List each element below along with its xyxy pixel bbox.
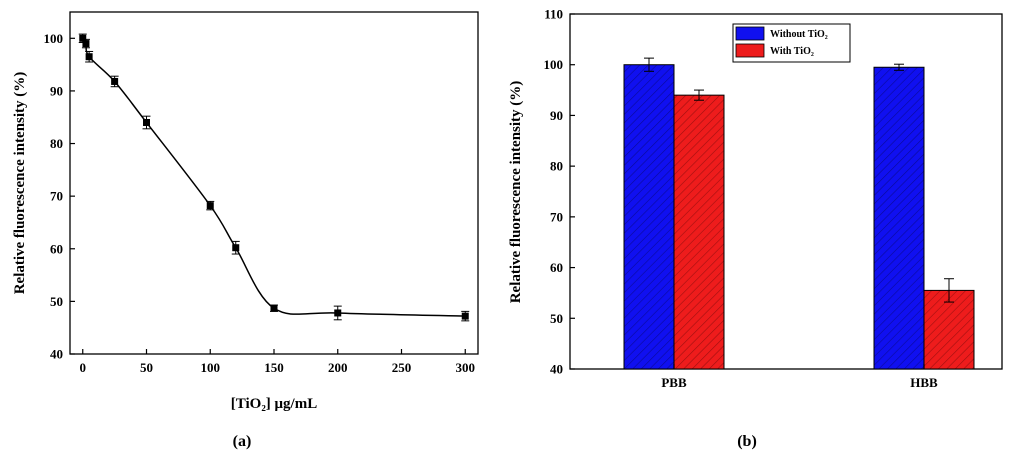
legend: Without TiO₂ With TiO₂	[732, 23, 851, 63]
category-labels: PBB HBB	[661, 364, 938, 390]
category-label: HBB	[910, 375, 938, 390]
bar	[673, 94, 725, 370]
legend-swatch	[735, 26, 765, 41]
y-tick-label: 70	[50, 189, 63, 204]
panel-label-a: (a)	[233, 433, 252, 450]
y-axis-title: Relative fluorescence intensity (%)	[12, 72, 28, 295]
data-point	[111, 77, 119, 85]
y-tick-label: 100	[44, 31, 64, 46]
y-axis-ticks: 40 50 60 70 80 90 100 110	[544, 7, 575, 377]
panel-label-b: (b)	[737, 433, 757, 450]
data-point	[461, 312, 469, 320]
y-tick-label: 60	[50, 241, 63, 256]
legend-label: With TiO₂	[770, 46, 814, 57]
x-tick-label: 0	[80, 360, 87, 375]
y-tick-label: 110	[544, 7, 563, 22]
y-axis-ticks: 40 50 60 70 80 90 100	[44, 31, 75, 362]
data-point	[143, 118, 150, 126]
x-tick-label: 200	[328, 360, 348, 375]
x-tick-label: 300	[456, 360, 476, 375]
y-tick-label: 40	[550, 362, 563, 377]
panel-a-scatter: 0 50 100 150 200 250 300 40 50 60 70 80 90 100 [TiO₂…	[12, 11, 479, 450]
y-tick-label: 40	[50, 347, 63, 362]
y-tick-label: 50	[550, 311, 563, 326]
data-point	[82, 40, 90, 48]
category-label: PBB	[661, 375, 687, 390]
data-point	[206, 202, 214, 210]
data-point	[232, 244, 240, 252]
y-tick-label: 80	[550, 159, 563, 174]
y-tick-label: 60	[550, 260, 563, 275]
legend-label: Without TiO₂	[770, 29, 828, 40]
x-tick-label: 100	[201, 360, 221, 375]
x-tick-label: 50	[140, 360, 153, 375]
x-axis-ticks: 0 50 100 150 200 250 300	[80, 349, 476, 375]
bar	[623, 64, 675, 370]
bars	[623, 57, 975, 370]
y-tick-label: 100	[544, 57, 564, 72]
data-point	[270, 304, 278, 312]
legend-swatch	[735, 43, 765, 58]
plot-frame	[569, 13, 1003, 370]
plot-frame	[69, 11, 479, 355]
data-point	[79, 34, 87, 42]
y-tick-label: 90	[50, 83, 63, 98]
y-axis-title: Relative fluorescence intensity (%)	[508, 81, 524, 304]
data-point	[85, 53, 93, 61]
data-points	[78, 33, 470, 322]
bar	[873, 66, 925, 370]
x-tick-label: 150	[264, 360, 284, 375]
data-point	[334, 309, 342, 317]
y-tick-label: 50	[50, 294, 63, 309]
y-tick-label: 70	[550, 209, 563, 224]
x-axis-title: [TiO₂] μg/mL	[231, 396, 317, 412]
bar	[923, 289, 975, 370]
y-tick-label: 80	[50, 136, 63, 151]
x-tick-label: 250	[392, 360, 412, 375]
fit-curve	[82, 37, 466, 317]
y-tick-label: 90	[550, 108, 563, 123]
